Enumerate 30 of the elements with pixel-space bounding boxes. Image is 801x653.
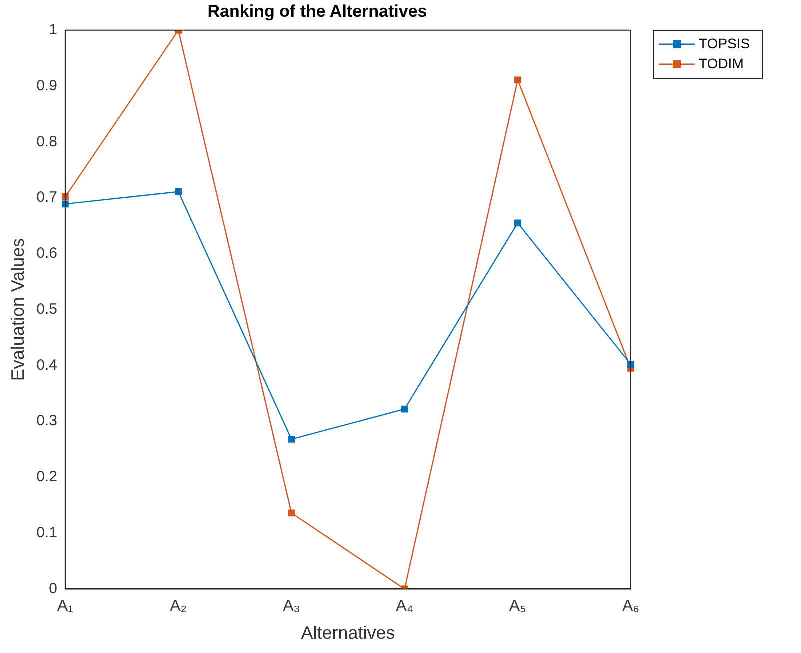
- legend-label: TODIM: [699, 55, 744, 72]
- point: [288, 436, 296, 443]
- point: [514, 76, 522, 84]
- y-tick-label: 0.4: [36, 356, 58, 374]
- x-tick-label: A₅: [509, 598, 526, 616]
- legend-label: TOPSIS: [699, 35, 750, 52]
- point: [514, 220, 522, 227]
- point: [628, 361, 634, 368]
- y-tick-label: 0.1: [36, 524, 58, 542]
- point: [401, 406, 408, 413]
- x-axis-title: Alternatives: [301, 623, 396, 644]
- chart-title: Ranking of the Alternatives: [208, 2, 428, 21]
- x-tick-label: A₆: [622, 598, 640, 616]
- x-tick-label: A₁: [57, 598, 74, 616]
- y-tick-label: 0.3: [36, 412, 58, 430]
- point: [62, 193, 69, 200]
- point: [175, 188, 182, 196]
- y-tick-label: 0.8: [36, 133, 58, 150]
- y-tick-label: 0: [49, 580, 58, 598]
- y-tick-label: 1: [49, 22, 58, 39]
- point: [288, 510, 296, 517]
- y-tick-label: 0.6: [36, 245, 58, 262]
- y-tick-label: 0.5: [36, 300, 58, 318]
- y-tick-label: 0.9: [36, 77, 58, 94]
- y-tick-label: 0.2: [36, 468, 58, 486]
- y-tick-label: 0.7: [36, 189, 58, 206]
- y-axis-title: Evaluation Values: [8, 238, 28, 382]
- x-tick-label: A₂: [170, 598, 188, 616]
- x-tick-label: A₄: [396, 598, 414, 616]
- x-tick-label: A₃: [283, 598, 300, 616]
